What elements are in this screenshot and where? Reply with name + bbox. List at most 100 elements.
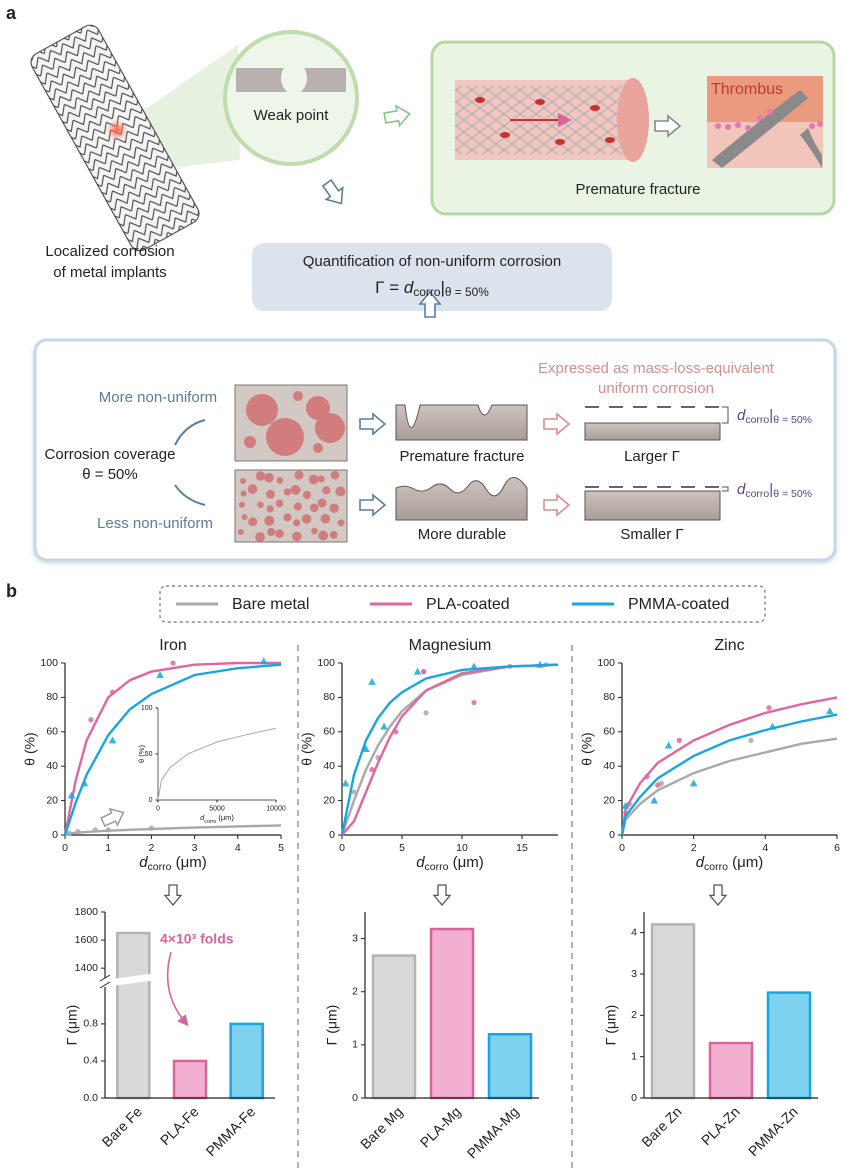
pit [240, 490, 247, 497]
arrow [432, 883, 452, 907]
data-point [362, 745, 370, 752]
bar [371, 954, 417, 1100]
y-tick-label: 0.0 [83, 1092, 98, 1104]
curved-arrow [174, 484, 206, 506]
bar [172, 1059, 208, 1100]
pit [293, 519, 301, 527]
y-tick-label: 100 [141, 705, 153, 712]
panel-label: a [6, 3, 17, 23]
y-tick-label: 60 [323, 726, 335, 738]
chart-title: Magnesium [409, 637, 492, 654]
fit-curve [340, 663, 559, 836]
text-part: corro [745, 414, 769, 426]
data-point [689, 779, 698, 787]
bar [766, 991, 812, 1100]
legend-box [159, 585, 766, 623]
data-point [626, 801, 632, 807]
y-tick-label: 100 [40, 657, 58, 669]
x-tick-label: 0 [156, 805, 160, 812]
blood-cells [475, 97, 615, 145]
fit-curve [63, 661, 281, 836]
text-part: | [769, 481, 773, 498]
pit [302, 490, 312, 500]
weak-point-label: Weak point [254, 107, 330, 124]
text-part: Γ = [375, 278, 404, 297]
y-axis-label: Γ (μm) [324, 1005, 340, 1046]
platelets [715, 109, 823, 131]
text-part: corro [704, 861, 728, 873]
x-tick-label: 10 [456, 842, 468, 854]
data-point [766, 705, 772, 711]
data-point [341, 779, 350, 787]
y-tick-label: 40 [46, 760, 58, 772]
y-tick-label: 1600 [75, 934, 99, 946]
data-point [470, 662, 478, 670]
pit [276, 477, 284, 484]
depth-bracket [722, 486, 729, 492]
legend-label: PLA-coated [426, 596, 510, 613]
pit [266, 489, 275, 499]
x-tick-label: 0 [619, 842, 625, 854]
quantification-box [252, 243, 612, 311]
y-tick-label: 0 [329, 829, 335, 841]
arrow [382, 103, 413, 129]
text-part: (μm) [448, 854, 483, 871]
pit [317, 475, 325, 483]
vessel-end [617, 78, 649, 162]
corrosion-spot [106, 119, 128, 141]
pit [247, 484, 258, 494]
bar [429, 927, 475, 1100]
fit-curve [620, 713, 838, 836]
y-tick-label: 1800 [75, 906, 99, 918]
large-pits [244, 391, 345, 456]
pit [337, 519, 345, 527]
fracture-caption: Premature fracture [575, 181, 700, 198]
profile-caption: Premature fracture [399, 448, 524, 465]
pit [292, 531, 302, 542]
data-point [423, 710, 429, 716]
data-point [621, 801, 630, 809]
x-tick-label: PMMA-Mg [464, 1103, 522, 1161]
x-tick-label: 3 [192, 842, 198, 854]
text-part: θ = 50% [773, 414, 812, 426]
data-point [109, 689, 116, 695]
uniform-slab [584, 422, 721, 441]
stent-caption: of metal implants [53, 264, 166, 281]
fit-curve [620, 696, 838, 836]
coverage-image [234, 469, 348, 543]
data-point [369, 767, 375, 773]
y-tick-label: 20 [46, 794, 58, 806]
text-part: d [737, 407, 746, 424]
text-part: corro [204, 819, 216, 825]
y-tick-label: 20 [603, 794, 615, 806]
chart-title: Zinc [714, 637, 744, 654]
y-tick-label: 40 [603, 760, 615, 772]
annotation: 4×10³ folds [160, 931, 234, 947]
y-tick-label: 100 [317, 657, 335, 669]
text-part: (μm) [216, 813, 234, 822]
expressed-label: uniform corrosion [598, 380, 714, 397]
text-part: corro [425, 861, 449, 873]
pit [255, 471, 266, 481]
fit-curve [63, 663, 282, 836]
text-part: θ = 50% [445, 285, 489, 299]
legend-label: Bare metal [232, 596, 309, 613]
arrow [163, 883, 183, 907]
less-non-uniform: Less non-uniform [97, 515, 213, 532]
text-part: corro [745, 488, 769, 500]
text-part: d [737, 481, 746, 498]
y-tick-label: 1400 [75, 962, 99, 974]
coverage-label: Corrosion coverage [45, 446, 176, 463]
x-tick-label: 4 [235, 842, 241, 854]
pit [257, 501, 264, 509]
data-point [67, 791, 76, 799]
uniform-profile [395, 477, 528, 521]
bar [229, 1022, 264, 1100]
x-tick-label: 2 [691, 842, 697, 854]
x-tick-label: Bare Fe [99, 1103, 146, 1150]
broken-strut [712, 90, 808, 168]
depth-bracket [722, 406, 729, 424]
data-point [66, 830, 72, 836]
arrow [708, 883, 728, 907]
x-tick-label: 2 [148, 842, 154, 854]
